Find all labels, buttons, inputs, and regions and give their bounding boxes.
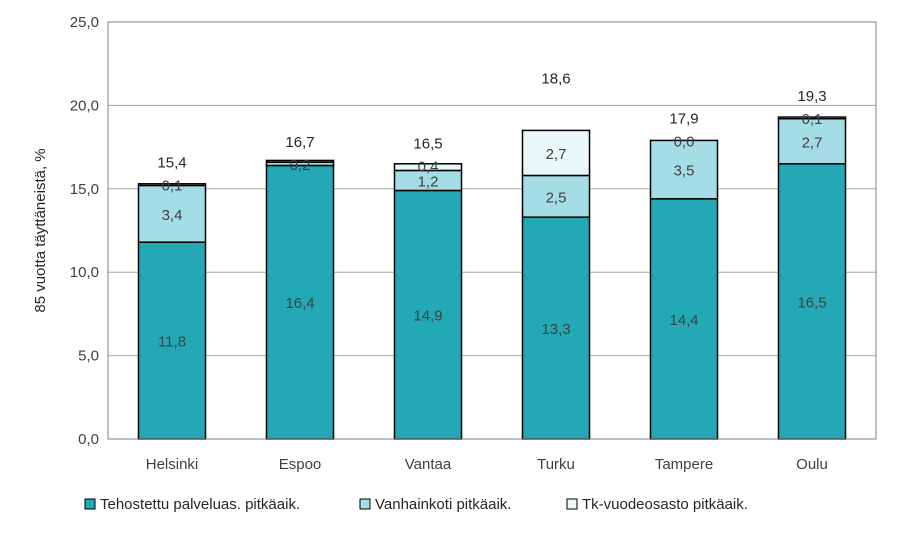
data-label: 16,5: [797, 294, 826, 311]
total-label: 19,3: [797, 88, 826, 105]
bar-segment: [649, 198, 719, 440]
data-label: 0,1: [802, 111, 823, 128]
bar-segment: [777, 116, 847, 120]
data-label: 14,4: [669, 312, 698, 329]
y-tick-label: 25,0: [70, 14, 99, 31]
total-label: 17,9: [669, 110, 698, 127]
legend-swatch: [359, 498, 371, 510]
y-tick-label: 10,0: [70, 264, 99, 281]
bar-segment: [777, 117, 847, 165]
total-label: 16,7: [285, 134, 314, 151]
bar-stack: 14,4 3,5 0,0 17,9: [649, 110, 719, 440]
data-label: 11,8: [158, 334, 186, 351]
legend: Tehostettu palveluas. pitkäaik. Vanhainko…: [84, 496, 748, 513]
data-label: 0,4: [418, 158, 439, 175]
legend-label: Vanhainkoti pitkäaik.: [375, 496, 511, 513]
y-tick-label: 15,0: [70, 181, 99, 198]
data-label: 13,3: [541, 321, 570, 338]
legend-item: Tk-vuodeosasto pitkäaik.: [566, 496, 748, 513]
total-label: 18,6: [541, 71, 570, 88]
x-tick-label: Vantaa: [405, 456, 452, 473]
bar-stack: 13,3 2,5 2,7 18,6: [521, 71, 591, 440]
data-label: 16,4: [285, 295, 314, 312]
bar-segment: [521, 216, 591, 440]
plot-area-frame: [107, 21, 877, 440]
y-axis-ticks: 0,0 5,0 10,0 15,0 20,0 25,0: [70, 14, 99, 448]
bar-segment: [265, 159, 335, 163]
data-label: 0,2: [290, 157, 311, 174]
y-tick-label: 0,0: [78, 431, 99, 448]
data-label: 2,7: [546, 146, 567, 163]
legend-swatch: [84, 498, 96, 510]
data-label: 14,9: [413, 308, 442, 325]
data-label: 2,7: [802, 134, 823, 151]
bar-segment: [393, 189, 463, 440]
bar-segment: [137, 184, 207, 243]
y-tick-label: 20,0: [70, 97, 99, 114]
gridlines: [108, 21, 876, 440]
total-label: 16,5: [413, 135, 442, 152]
bar-segment: [393, 163, 463, 172]
bar-stack: 14,9 1,20,4 16,5: [393, 135, 463, 440]
bar-stack: 16,4 0,2 16,7: [265, 134, 335, 440]
data-label: 3,5: [674, 163, 695, 180]
total-label: 15,4: [157, 155, 186, 172]
bar-segment: [137, 183, 207, 187]
bar-segment: [521, 174, 591, 218]
y-tick-label: 5,0: [78, 348, 99, 365]
data-label: 0,0: [674, 133, 695, 150]
bar-stack: 11,8 3,4 0,1 15,4: [137, 155, 207, 440]
x-tick-label: Helsinki: [146, 456, 199, 473]
bars: 11,83,40,115,416,40,216,714,91,20,416,51…: [137, 71, 847, 440]
data-label: 1,2: [418, 173, 439, 190]
legend-label: Tehostettu palveluas. pitkäaik.: [100, 496, 300, 513]
data-label: 3,4: [162, 207, 183, 224]
x-tick-label: Tampere: [655, 456, 713, 473]
x-axis-ticks: Helsinki Espoo Vantaa Turku Tampere Oulu: [146, 456, 828, 473]
bar-segment: [649, 139, 719, 200]
legend-item: Vanhainkoti pitkäaik.: [359, 496, 511, 513]
legend-item: Tehostettu palveluas. pitkäaik.: [84, 496, 300, 513]
y-axis-label: 85 vuotta täyttäneistä, %: [32, 148, 49, 312]
bar-segment: [777, 163, 847, 440]
data-label: 2,5: [546, 189, 567, 206]
legend-label: Tk-vuodeosasto pitkäaik.: [582, 496, 748, 513]
x-tick-label: Espoo: [279, 456, 322, 473]
x-tick-label: Oulu: [796, 456, 828, 473]
legend-swatch: [566, 498, 578, 510]
bar-stack: 16,5 2,7 0,1 19,3: [777, 88, 847, 440]
data-label: 0,1: [162, 178, 183, 195]
x-tick-label: Turku: [537, 456, 575, 473]
bar-segment: [521, 129, 591, 177]
